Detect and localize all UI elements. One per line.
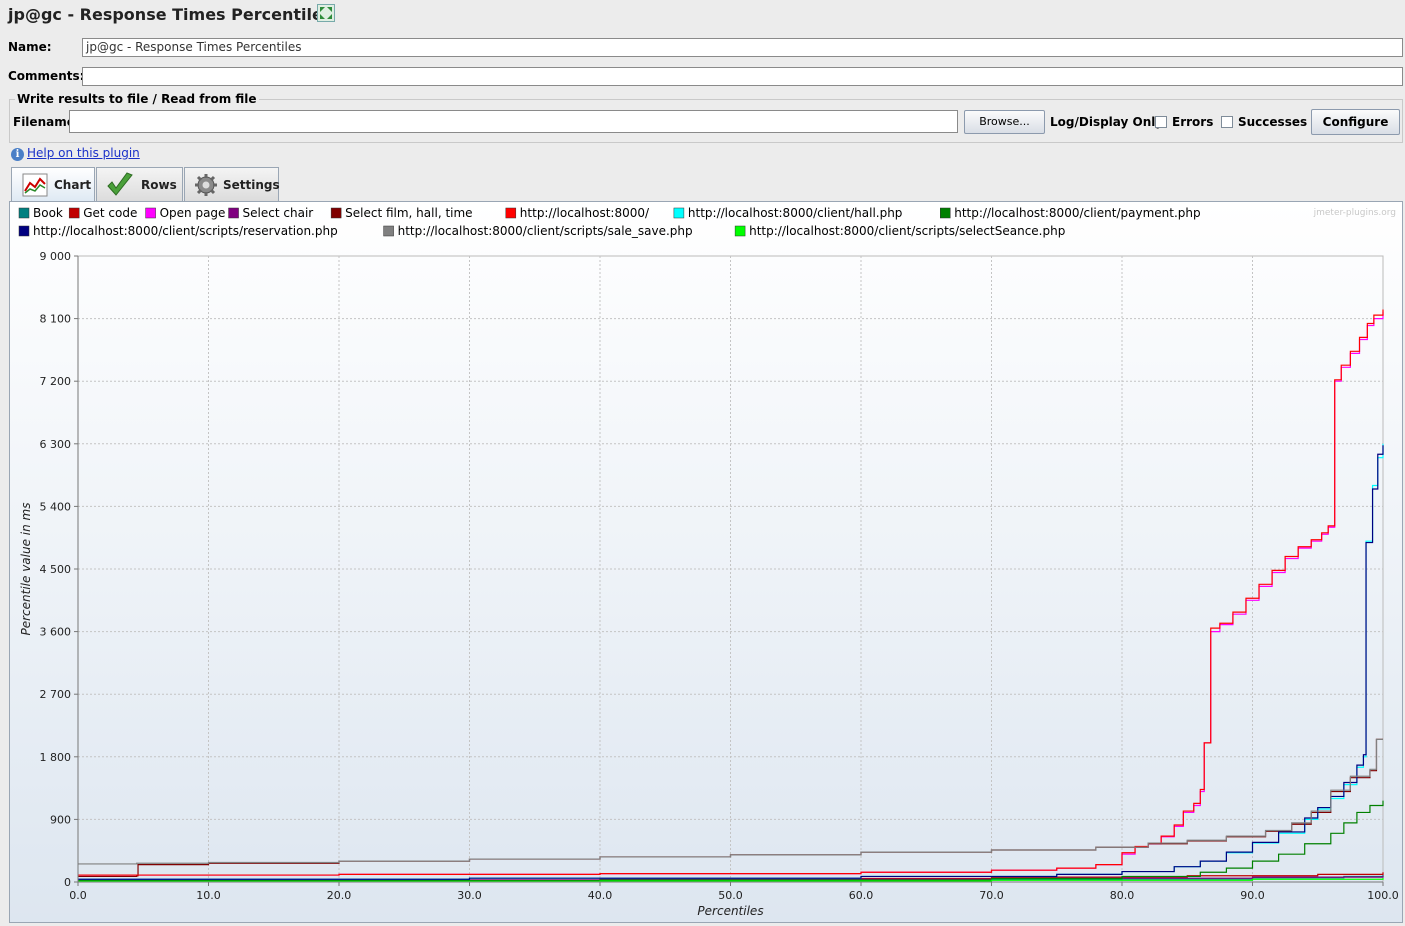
tab-settings[interactable]: Settings: [184, 167, 280, 201]
info-icon: i: [11, 148, 24, 161]
x-tick-label: 100.0: [1367, 889, 1399, 902]
page-title: jp@gc - Response Times Percentiles: [8, 5, 333, 24]
name-field[interactable]: jp@gc - Response Times Percentiles: [82, 38, 1403, 57]
x-tick-label: 20.0: [327, 889, 352, 902]
tab-rows-label: Rows: [141, 178, 177, 192]
tab-settings-label: Settings: [223, 178, 280, 192]
legend-swatch: [68, 207, 80, 219]
legend-label: http://localhost:8000/client/payment.php: [954, 206, 1200, 220]
legend-swatch: [734, 225, 746, 237]
x-tick-label: 70.0: [979, 889, 1004, 902]
legend-label: http://localhost:8000/client/hall.php: [688, 206, 903, 220]
comments-field[interactable]: [82, 67, 1403, 86]
x-tick-label: 0.0: [69, 889, 87, 902]
expand-icon[interactable]: [317, 4, 335, 22]
legend-label: Select chair: [243, 206, 314, 220]
y-tick-label: 8 100: [40, 313, 72, 326]
file-group-title: Write results to file / Read from file: [15, 92, 259, 106]
y-tick-label: 4 500: [40, 563, 72, 576]
legend-swatch: [18, 225, 30, 237]
y-tick-label: 3 600: [40, 626, 72, 639]
chart-panel: Book Get code Open page Select chair Select …: [9, 201, 1403, 923]
legend-label: Book: [33, 206, 63, 220]
legend-label: http://localhost:8000/client/scripts/sel…: [749, 224, 1065, 238]
y-tick-label: 7 200: [40, 375, 72, 388]
legend-swatch: [673, 207, 685, 219]
response-times-chart: Book Get code Open page Select chair Select …: [10, 202, 1402, 922]
tab-chart-label: Chart: [54, 178, 92, 192]
successes-label: Successes: [1238, 115, 1308, 129]
gear-icon: [195, 174, 217, 196]
watermark: jmeter-plugins.org: [1313, 208, 1396, 218]
browse-button[interactable]: Browse...: [964, 110, 1045, 134]
x-tick-label: 40.0: [588, 889, 613, 902]
y-tick-label: 9 000: [40, 250, 72, 263]
log-display-label: Log/Display Only:: [1050, 115, 1168, 129]
legend-label: Open page: [160, 206, 226, 220]
legend-swatch: [18, 207, 30, 219]
legend-swatch: [940, 207, 951, 219]
configure-button[interactable]: Configure: [1311, 109, 1400, 135]
filename-field[interactable]: [69, 110, 958, 133]
tab-chart[interactable]: Chart: [11, 167, 95, 203]
y-tick-label: 5 400: [40, 500, 72, 513]
filename-label: Filename: [13, 115, 75, 129]
y-axis-title: Percentile value in ms: [19, 503, 33, 636]
legend-label: http://localhost:8000/client/scripts/res…: [33, 224, 338, 238]
legend-swatch: [383, 225, 394, 237]
series-line: [78, 309, 1384, 876]
x-tick-label: 90.0: [1240, 889, 1265, 902]
errors-label: Errors: [1172, 115, 1214, 129]
legend-swatch: [145, 207, 156, 219]
checkmark-icon: [107, 172, 133, 196]
tab-rows[interactable]: Rows: [96, 167, 183, 201]
x-axis-title: Percentiles: [697, 904, 763, 918]
series-line: [78, 877, 1384, 882]
comments-label: Comments:: [8, 69, 85, 83]
x-tick-label: 50.0: [718, 889, 743, 902]
y-tick-label: 900: [50, 813, 71, 826]
x-tick-label: 60.0: [849, 889, 874, 902]
x-tick-label: 30.0: [457, 889, 482, 902]
legend-label: Select film, hall, time: [345, 206, 472, 220]
successes-checkbox[interactable]: [1221, 116, 1233, 128]
legend-label: http://localhost:8000/client/scripts/sal…: [398, 224, 693, 238]
y-tick-label: 6 300: [40, 438, 72, 451]
x-tick-label: 10.0: [196, 889, 221, 902]
y-tick-label: 1 800: [40, 751, 72, 764]
series-line: [78, 445, 1384, 880]
legend-swatch: [228, 207, 239, 219]
legend-label: http://localhost:8000/: [520, 206, 650, 220]
errors-checkbox[interactable]: [1155, 116, 1167, 128]
y-tick-label: 2 700: [40, 688, 72, 701]
chart-icon: [22, 173, 48, 197]
series-line: [78, 738, 1383, 865]
name-label: Name:: [8, 40, 52, 54]
legend-swatch: [330, 207, 342, 219]
y-tick-label: 0: [64, 876, 71, 889]
legend-swatch: [505, 207, 517, 219]
help-link[interactable]: Help on this plugin: [27, 146, 140, 160]
x-tick-label: 80.0: [1110, 889, 1135, 902]
file-group: [9, 99, 1403, 143]
series-line: [78, 800, 1384, 882]
legend-label: Get code: [83, 206, 137, 220]
